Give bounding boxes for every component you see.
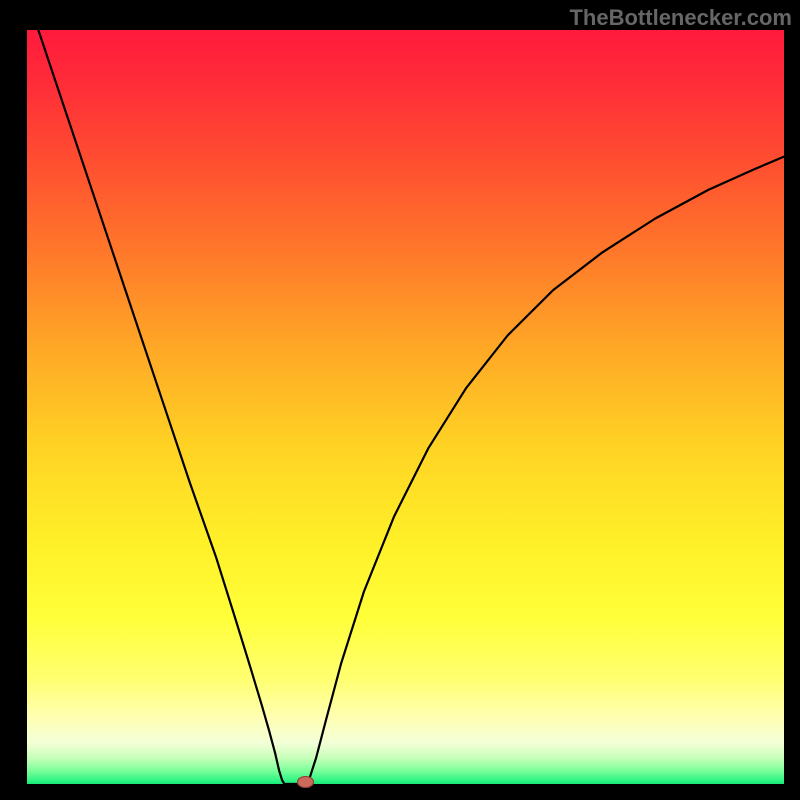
bottleneck-curve	[38, 30, 784, 784]
watermark-text: TheBottlenecker.com	[569, 5, 792, 31]
chart-container: TheBottlenecker.com	[0, 0, 800, 800]
curve-layer	[0, 0, 800, 800]
minimum-marker	[297, 776, 314, 788]
